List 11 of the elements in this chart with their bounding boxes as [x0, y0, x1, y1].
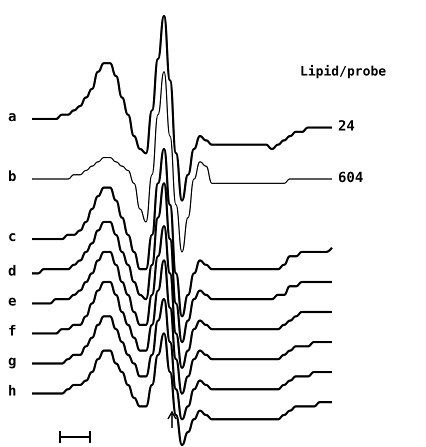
series-label: d — [8, 263, 16, 280]
series-label: g — [8, 353, 16, 370]
annotation: Lipid/probe — [300, 64, 386, 80]
text: 604 — [338, 170, 364, 186]
text: 24 — [338, 118, 355, 135]
series-label: c — [8, 229, 16, 246]
series-label: a — [8, 108, 16, 125]
series-label: b — [8, 169, 16, 186]
series-label: h — [8, 384, 16, 400]
series-label: e — [8, 293, 16, 310]
series-label: f — [8, 323, 16, 340]
